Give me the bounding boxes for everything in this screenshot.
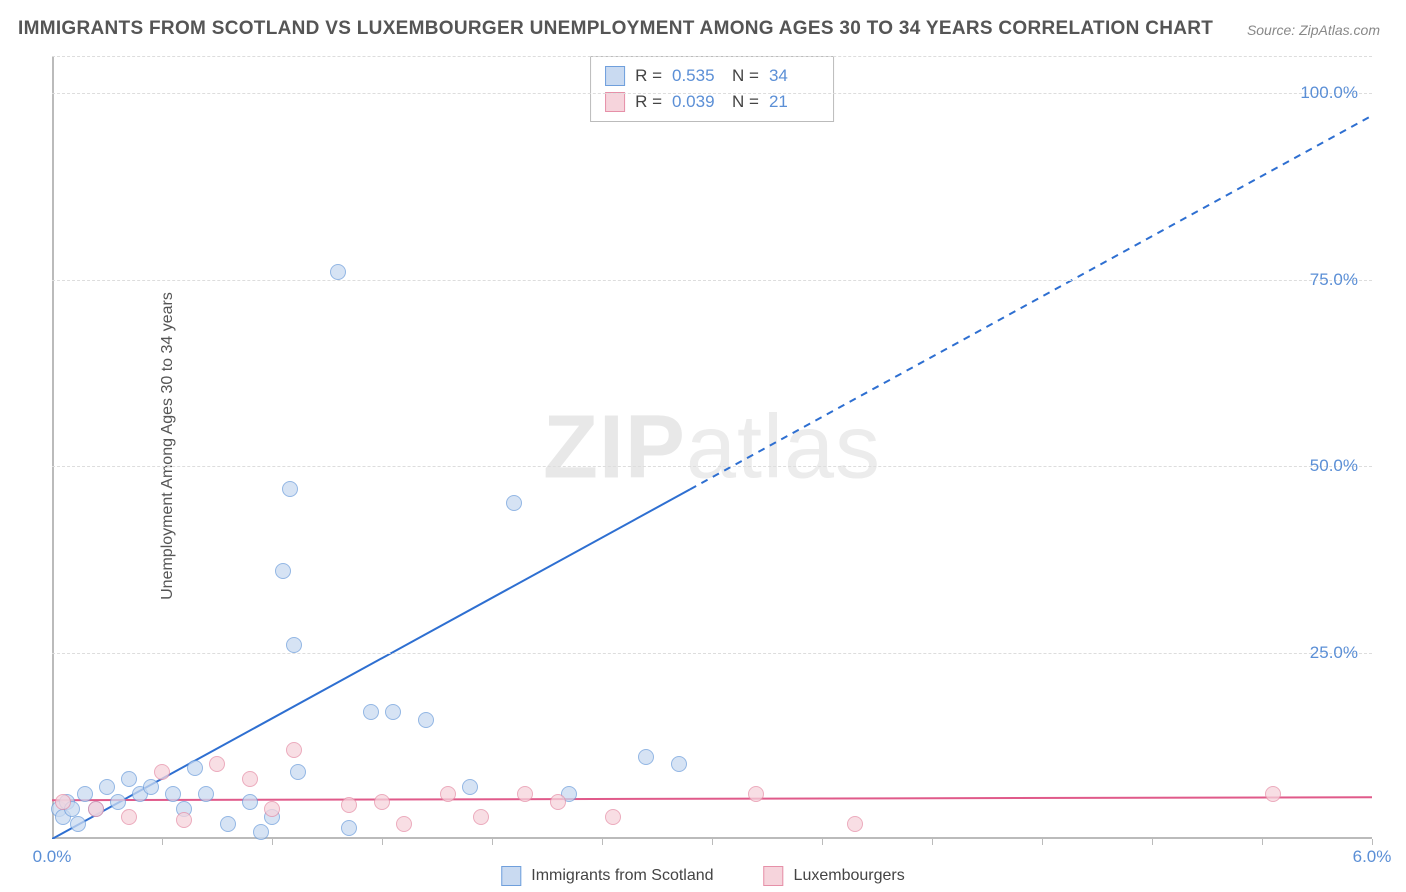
- n-label: N =: [732, 63, 759, 89]
- data-point-scotland: [385, 704, 401, 720]
- r-value: 0.535: [672, 63, 722, 89]
- data-point-scotland: [330, 264, 346, 280]
- data-point-scotland: [286, 637, 302, 653]
- data-point-luxembourgers: [396, 816, 412, 832]
- x-tick-mark: [602, 839, 603, 845]
- x-tick-mark: [1372, 839, 1373, 845]
- data-point-scotland: [121, 771, 137, 787]
- data-point-scotland: [99, 779, 115, 795]
- data-point-luxembourgers: [374, 794, 390, 810]
- x-tick-mark: [492, 839, 493, 845]
- legend-item-luxembourgers: Luxembourgers: [764, 866, 905, 886]
- n-value: 34: [769, 63, 819, 89]
- data-point-scotland: [341, 820, 357, 836]
- data-point-scotland: [282, 481, 298, 497]
- y-axis-line: [52, 56, 54, 839]
- stats-legend-box: R = 0.535 N = 34 R = 0.039 N = 21: [590, 56, 834, 122]
- x-origin-label: 0.0%: [33, 847, 72, 867]
- data-point-scotland: [143, 779, 159, 795]
- y-tick-label: 50.0%: [1310, 456, 1358, 476]
- data-point-luxembourgers: [1265, 786, 1281, 802]
- data-point-luxembourgers: [176, 812, 192, 828]
- data-point-scotland: [242, 794, 258, 810]
- gridline-h: [52, 93, 1372, 94]
- data-point-scotland: [275, 563, 291, 579]
- y-tick-label: 75.0%: [1310, 270, 1358, 290]
- gridline-h: [52, 466, 1372, 467]
- stats-row-scotland: R = 0.535 N = 34: [605, 63, 819, 89]
- x-tick-mark: [712, 839, 713, 845]
- legend-label: Immigrants from Scotland: [531, 867, 713, 885]
- data-point-scotland: [187, 760, 203, 776]
- swatch-scotland: [605, 66, 625, 86]
- x-tick-mark: [162, 839, 163, 845]
- legend-label: Luxembourgers: [794, 867, 905, 885]
- data-point-scotland: [506, 495, 522, 511]
- gridline-h: [52, 653, 1372, 654]
- x-tick-mark: [1262, 839, 1263, 845]
- data-point-luxembourgers: [242, 771, 258, 787]
- data-point-luxembourgers: [440, 786, 456, 802]
- swatch-luxembourgers: [764, 866, 784, 886]
- y-tick-label: 100.0%: [1300, 83, 1358, 103]
- x-tick-mark: [932, 839, 933, 845]
- data-point-luxembourgers: [286, 742, 302, 758]
- data-point-luxembourgers: [748, 786, 764, 802]
- data-point-scotland: [253, 824, 269, 840]
- page-title: IMMIGRANTS FROM SCOTLAND VS LUXEMBOURGER…: [18, 18, 1213, 40]
- x-tick-mark: [1042, 839, 1043, 845]
- y-tick-label: 25.0%: [1310, 643, 1358, 663]
- data-point-luxembourgers: [264, 801, 280, 817]
- legend-item-scotland: Immigrants from Scotland: [501, 866, 713, 886]
- data-point-luxembourgers: [121, 809, 137, 825]
- trend-lines: [52, 56, 1372, 839]
- data-point-luxembourgers: [847, 816, 863, 832]
- data-point-scotland: [290, 764, 306, 780]
- data-point-scotland: [77, 786, 93, 802]
- data-point-scotland: [70, 816, 86, 832]
- data-point-scotland: [462, 779, 478, 795]
- data-point-luxembourgers: [517, 786, 533, 802]
- data-point-scotland: [418, 712, 434, 728]
- watermark: ZIPatlas: [543, 396, 881, 499]
- x-max-label: 6.0%: [1353, 847, 1392, 867]
- gridline-h: [52, 280, 1372, 281]
- x-tick-mark: [822, 839, 823, 845]
- data-point-scotland: [165, 786, 181, 802]
- data-point-scotland: [198, 786, 214, 802]
- data-point-luxembourgers: [473, 809, 489, 825]
- x-tick-mark: [382, 839, 383, 845]
- x-tick-mark: [272, 839, 273, 845]
- data-point-luxembourgers: [209, 756, 225, 772]
- data-point-luxembourgers: [341, 797, 357, 813]
- data-point-scotland: [110, 794, 126, 810]
- data-point-luxembourgers: [550, 794, 566, 810]
- x-tick-mark: [1152, 839, 1153, 845]
- data-point-luxembourgers: [605, 809, 621, 825]
- gridline-h: [52, 56, 1372, 57]
- data-point-luxembourgers: [154, 764, 170, 780]
- data-point-luxembourgers: [55, 794, 71, 810]
- chart-area: ZIPatlas R = 0.535 N = 34 R = 0.039 N = …: [52, 56, 1372, 839]
- bottom-legend: Immigrants from Scotland Luxembourgers: [501, 866, 904, 886]
- data-point-scotland: [220, 816, 236, 832]
- data-point-luxembourgers: [88, 801, 104, 817]
- swatch-luxembourgers: [605, 92, 625, 112]
- swatch-scotland: [501, 866, 521, 886]
- data-point-scotland: [638, 749, 654, 765]
- source-attribution: Source: ZipAtlas.com: [1247, 22, 1380, 38]
- r-label: R =: [635, 63, 662, 89]
- data-point-scotland: [671, 756, 687, 772]
- data-point-scotland: [363, 704, 379, 720]
